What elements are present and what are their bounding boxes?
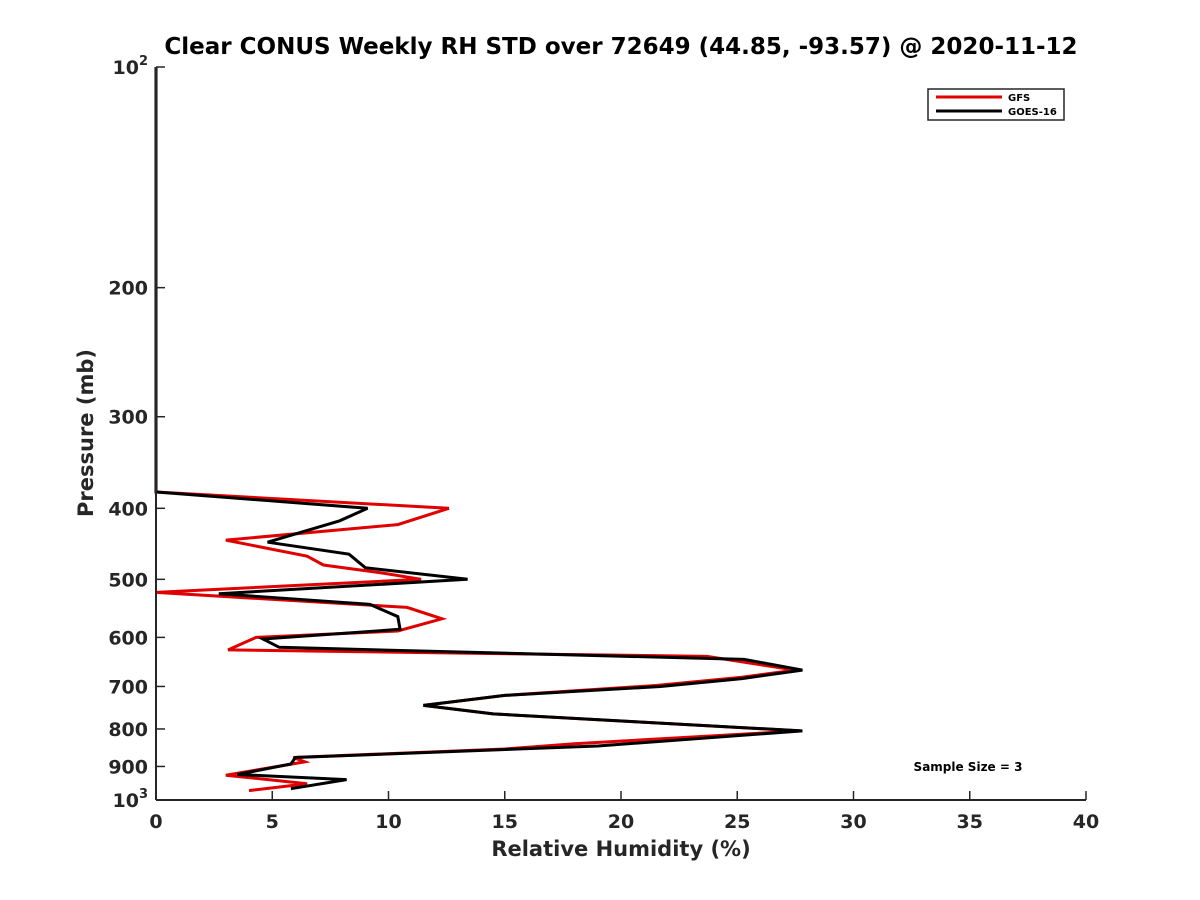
- x-tick-label: 10: [375, 811, 401, 833]
- x-ticks: 0 5 10 15 20 25 30 35 40: [149, 791, 1099, 833]
- y-tick-label: 900: [108, 756, 148, 778]
- x-tick-label: 5: [266, 811, 279, 833]
- x-tick-label: 35: [957, 811, 983, 833]
- y-tick-label: 200: [108, 278, 148, 300]
- x-tick-label: 25: [724, 811, 750, 833]
- x-tick-label: 20: [608, 811, 634, 833]
- y-ticks: 102 200 300 400 500 600 700 800 900 103: [108, 54, 165, 812]
- legend-box: [927, 88, 1065, 121]
- y-tick-label: 400: [108, 498, 148, 520]
- chart-title: Clear CONUS Weekly RH STD over 72649 (44…: [164, 34, 1077, 60]
- x-tick-label: 15: [492, 811, 518, 833]
- legend-label: GOES-16: [1008, 107, 1057, 118]
- y-tick-label: 800: [108, 719, 148, 741]
- y-axis-label: Pressure (mb): [74, 349, 98, 517]
- y-tick-label: 102: [113, 54, 149, 79]
- y-tick-label: 600: [108, 627, 148, 649]
- plot-area: [156, 67, 1086, 800]
- y-tick-label: 700: [108, 676, 148, 698]
- x-axis-label: Relative Humidity (%): [491, 837, 750, 861]
- legend-label: GFS: [1008, 93, 1030, 104]
- series-line-goes-16: [154, 67, 803, 791]
- x-tick-label: 0: [149, 811, 162, 833]
- y-tick-label: 103: [113, 787, 149, 812]
- sample-size-annotation: Sample Size = 3: [914, 760, 1023, 774]
- y-tick-label: 300: [108, 407, 148, 429]
- y-tick-label: 500: [108, 569, 148, 591]
- x-tick-label: 30: [840, 811, 866, 833]
- legend: GFS GOES-16: [927, 88, 1065, 121]
- series-layer: [154, 67, 803, 793]
- x-tick-label: 40: [1073, 811, 1099, 833]
